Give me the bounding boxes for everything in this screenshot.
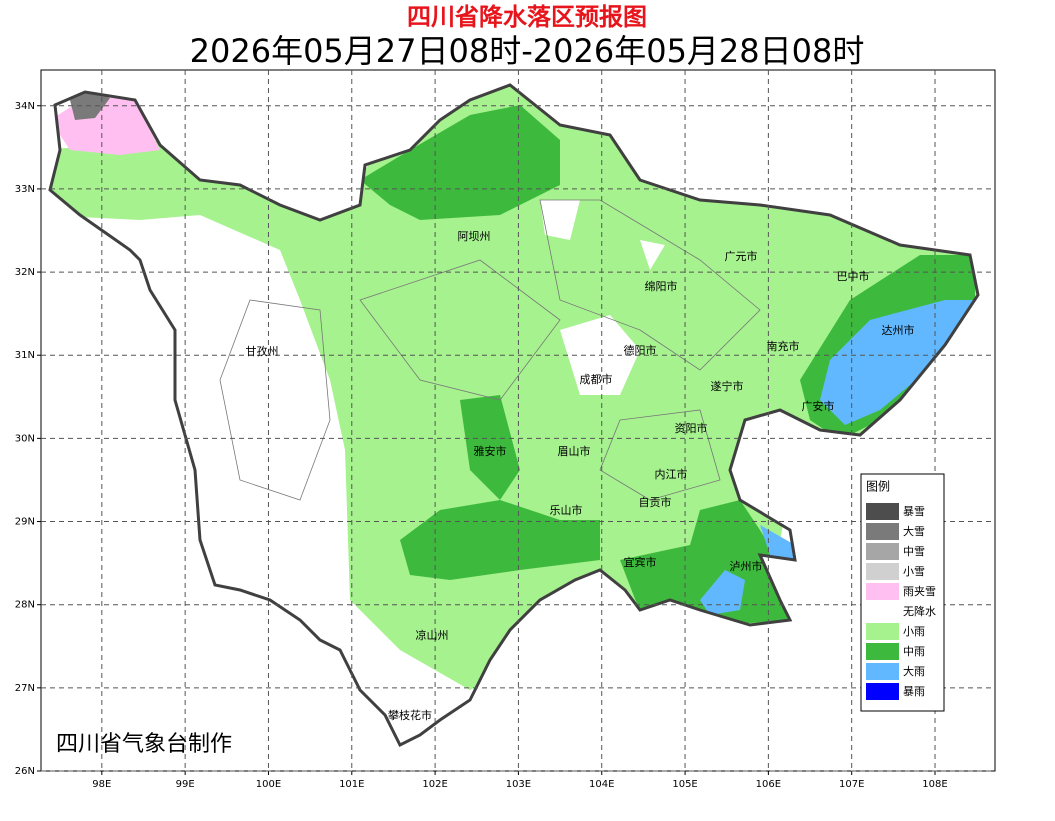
map-subtitle: 2026年05月27日08时-2026年05月28日08时 bbox=[190, 32, 865, 70]
y-tick-label: 28N bbox=[15, 600, 35, 611]
x-tick-label: 102E bbox=[422, 779, 447, 790]
place-label: 巴中市 bbox=[837, 269, 870, 283]
y-tick-label: 27N bbox=[15, 683, 35, 694]
y-tick-label: 34N bbox=[15, 101, 35, 112]
x-tick-label: 104E bbox=[589, 779, 614, 790]
legend-swatch bbox=[866, 543, 899, 560]
place-label: 南充市 bbox=[767, 339, 800, 353]
county-borders bbox=[219, 199, 761, 501]
x-tick-label: 101E bbox=[339, 779, 364, 790]
place-label: 阿坝州 bbox=[458, 229, 491, 243]
y-tick-label: 32N bbox=[15, 267, 35, 278]
legend-swatch bbox=[866, 623, 899, 640]
place-label: 内江市 bbox=[655, 467, 688, 481]
legend-label: 小雪 bbox=[903, 565, 925, 578]
place-label: 雅安市 bbox=[474, 444, 507, 458]
y-tick-label: 26N bbox=[15, 766, 35, 777]
x-tick-label: 105E bbox=[672, 779, 697, 790]
legend-swatch bbox=[866, 643, 899, 660]
place-label: 遂宁市 bbox=[711, 379, 744, 393]
heavy-rain bbox=[700, 525, 795, 615]
heavy-snow bbox=[70, 90, 110, 120]
x-tick-label: 107E bbox=[839, 779, 864, 790]
x-tick-label: 100E bbox=[256, 779, 281, 790]
moderate-rain bbox=[360, 105, 560, 220]
x-tick-label: 99E bbox=[176, 779, 195, 790]
map-title: 四川省降水落区预报图 bbox=[407, 3, 647, 31]
moderate-rain bbox=[620, 500, 795, 625]
legend-label: 中雪 bbox=[903, 545, 925, 558]
x-tick-label: 103E bbox=[506, 779, 531, 790]
credit: 四川省气象台制作 bbox=[56, 732, 232, 757]
place-label: 宜宾市 bbox=[624, 555, 657, 569]
place-label: 绵阳市 bbox=[645, 279, 678, 293]
legend-label: 小雨 bbox=[903, 625, 925, 638]
no-precip bbox=[540, 200, 665, 395]
y-tick-label: 30N bbox=[15, 433, 35, 444]
legend-label: 中雨 bbox=[903, 645, 925, 658]
place-label: 达州市 bbox=[882, 323, 915, 337]
place-label: 眉山市 bbox=[558, 444, 591, 458]
x-tick-label: 98E bbox=[92, 779, 111, 790]
place-label: 凉山州 bbox=[416, 628, 449, 642]
legend-swatch bbox=[866, 503, 899, 520]
place-label: 广安市 bbox=[802, 399, 835, 413]
legend-swatch bbox=[866, 563, 899, 580]
place-label: 乐山市 bbox=[550, 503, 583, 517]
moderate-rain bbox=[400, 395, 600, 580]
legend-swatch bbox=[866, 683, 899, 700]
legend-label: 大雨 bbox=[903, 664, 925, 678]
place-label: 泸州市 bbox=[730, 559, 763, 573]
legend-title: 图例 bbox=[866, 480, 890, 494]
legend-label: 暴雨 bbox=[903, 685, 925, 698]
x-tick-label: 106E bbox=[756, 779, 781, 790]
place-label: 广元市 bbox=[725, 249, 758, 263]
heavy-rain bbox=[820, 300, 978, 425]
place-label: 自贡市 bbox=[639, 495, 672, 509]
graticule: 98E 99E 100E 101E 102E 103E 104E 105E 106E 107E 10… bbox=[15, 70, 995, 790]
y-tick-label: 33N bbox=[15, 184, 35, 195]
legend-label: 大雪 bbox=[903, 524, 925, 538]
place-label: 成都市 bbox=[580, 372, 613, 386]
legend-swatch bbox=[866, 603, 899, 620]
legend-swatch bbox=[866, 583, 899, 600]
y-tick-label: 29N bbox=[15, 517, 35, 528]
legend-swatch bbox=[866, 663, 899, 680]
legend-label: 暴雪 bbox=[903, 505, 925, 518]
y-tick-label: 31N bbox=[15, 350, 35, 361]
legend-label: 雨夹雪 bbox=[903, 585, 936, 598]
place-label: 攀枝花市 bbox=[388, 708, 432, 722]
place-labels: 阿坝州 广元市 巴中市 绵阳市 达州市 甘孜州 德阳市 南充市 成都市 遂宁市 … bbox=[246, 229, 915, 722]
x-tick-label: 108E bbox=[922, 779, 947, 790]
place-label: 资阳市 bbox=[675, 421, 708, 435]
place-label: 甘孜州 bbox=[246, 344, 279, 358]
legend-swatch bbox=[866, 523, 899, 540]
legend-label: 无降水 bbox=[903, 604, 936, 618]
place-label: 德阳市 bbox=[624, 343, 657, 357]
